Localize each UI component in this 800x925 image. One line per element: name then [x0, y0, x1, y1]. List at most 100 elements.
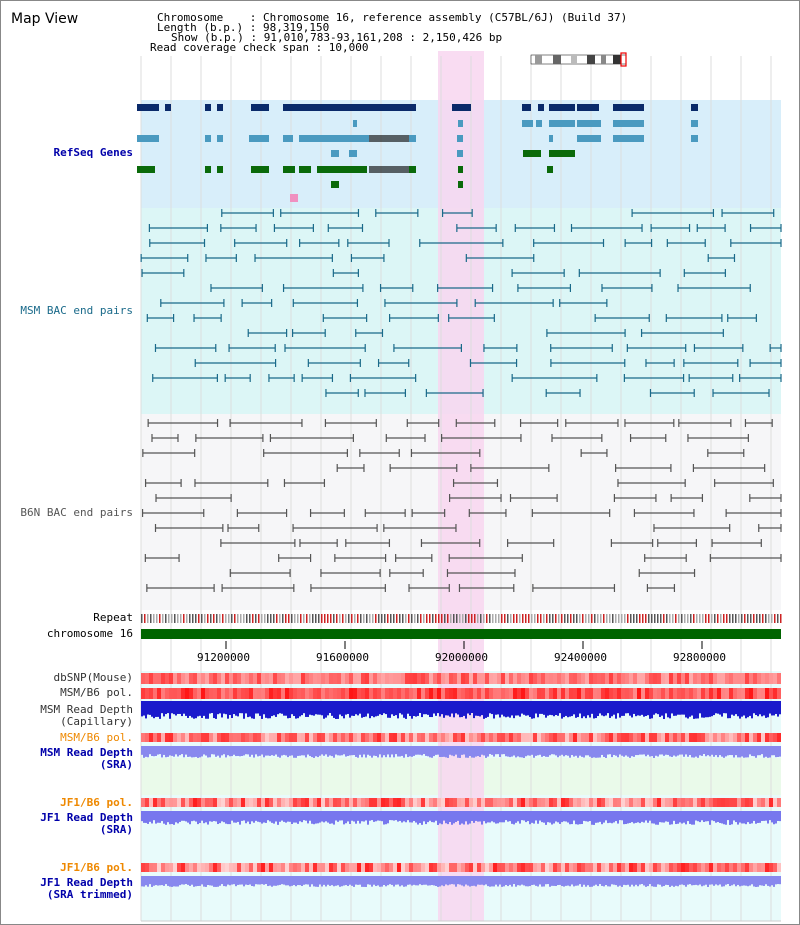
- msm-depth-sra-bar: [379, 746, 381, 755]
- repeat-mark: [207, 614, 209, 623]
- refseq-gene: [217, 104, 223, 111]
- msm-b6-pol-band: [305, 733, 309, 742]
- jf1-depth-trimmed-bar: [709, 876, 711, 885]
- repeat-mark: [672, 614, 674, 623]
- jf1-depth-trimmed-bar: [349, 876, 351, 885]
- msm-depth-capillary-bar: [267, 701, 269, 719]
- jf1-depth-sra-bar: [291, 811, 293, 824]
- jf1-depth-trimmed-bar: [743, 876, 745, 886]
- msm-depth-capillary-bar: [353, 701, 355, 716]
- msm-b6-pol-band: [453, 688, 457, 699]
- jf1-depth-trimmed-bar: [753, 876, 755, 887]
- jf1-b6-pol-band: [533, 863, 537, 872]
- msm-depth-capillary-bar: [521, 701, 523, 714]
- msm-depth-capillary-bar: [583, 701, 585, 717]
- dbsnp-band: [389, 673, 393, 684]
- jf1-b6-pol-band: [357, 863, 361, 872]
- repeat-mark: [327, 614, 329, 623]
- msm-b6-pol-band: [281, 688, 285, 699]
- jf1-b6-pol-band: [413, 863, 417, 872]
- jf1-b6-pol-band: [513, 863, 517, 872]
- msm-b6-pol-band: [261, 688, 265, 699]
- refseq-gene: [283, 135, 293, 142]
- msm-depth-sra-bar: [761, 746, 763, 755]
- msm-depth-sra-bar: [497, 746, 499, 755]
- msm-depth-sra-bar: [431, 746, 433, 758]
- msm-depth-capillary-bar: [545, 701, 547, 718]
- dbsnp-band: [481, 673, 485, 684]
- msm-b6-pol-band: [533, 733, 537, 742]
- msm-depth-capillary-bar: [275, 701, 277, 717]
- jf1-depth-sra-bar: [695, 811, 697, 821]
- jf1-b6-pol-band: [485, 798, 489, 807]
- jf1-depth-sra-bar: [721, 811, 723, 824]
- msm-depth-sra-bar: [487, 746, 489, 757]
- jf1-b6-pol-band: [693, 798, 697, 807]
- ideogram-band: [553, 55, 561, 64]
- msm-b6-pol-band: [605, 688, 609, 699]
- msm-depth-sra-bar: [631, 746, 633, 757]
- msm-depth-capillary-bar: [767, 701, 769, 718]
- jf1-depth-sra-bar: [685, 811, 687, 825]
- msm-depth-sra-bar: [359, 746, 361, 755]
- jf1-b6-pol-band: [377, 863, 381, 872]
- dbsnp-band: [669, 673, 673, 684]
- jf1-depth-sra-bar: [329, 811, 331, 824]
- jf1-b6-pol-band: [297, 863, 301, 872]
- repeat-mark: [432, 614, 434, 623]
- msm-b6-pol-band: [661, 733, 665, 742]
- jf1-b6-pol-band: [313, 863, 317, 872]
- jf1-depth-trimmed-bar: [241, 876, 243, 885]
- msm-depth-sra-bar: [437, 746, 439, 755]
- msm-b6-pol-band: [625, 688, 629, 699]
- repeat-mark: [381, 614, 383, 623]
- jf1-depth-trimmed-bar: [225, 876, 227, 887]
- jf1-depth-trimmed-bar: [591, 876, 593, 887]
- jf1-b6-pol-band: [653, 863, 657, 872]
- msm-b6-pol-band: [337, 733, 341, 742]
- jf1-b6-pol-band: [605, 863, 609, 872]
- refseq-gene: [457, 150, 463, 157]
- dbsnp-band: [497, 673, 501, 684]
- msm-depth-sra-bar: [157, 746, 159, 755]
- jf1-depth-trimmed-bar: [597, 876, 599, 887]
- msm-b6-pol-band: [621, 733, 625, 742]
- refseq-gene: [217, 135, 223, 142]
- msm-depth-sra-bar: [725, 746, 727, 757]
- jf1-b6-pol-band: [221, 798, 225, 807]
- repeat-mark: [492, 614, 494, 623]
- jf1-depth-trimmed-bar: [647, 876, 649, 887]
- jf1-b6-pol-band: [369, 863, 373, 872]
- msm-b6-pol-band: [485, 688, 489, 699]
- msm-depth-capillary-bar: [241, 701, 243, 714]
- msm-depth-capillary-bar: [191, 701, 193, 718]
- jf1-depth-trimmed-bar: [213, 876, 215, 887]
- repeat-mark: [645, 614, 647, 623]
- jf1-b6-pol-band: [177, 798, 181, 807]
- jf1-depth-sra-bar: [379, 811, 381, 821]
- msm-depth-sra-bar: [517, 746, 519, 757]
- refseq-gene: [458, 181, 463, 188]
- msm-b6-pol-band: [445, 688, 449, 699]
- msm-b6-pol-band: [317, 733, 321, 742]
- msm-b6-pol-band: [649, 733, 653, 742]
- dbsnp-band: [665, 673, 669, 684]
- repeat-mark: [609, 614, 611, 623]
- msm-depth-sra-bar: [287, 746, 289, 758]
- refseq-gene: [549, 104, 575, 111]
- msm-depth-capillary-bar: [681, 701, 683, 715]
- jf1-b6-pol-band: [745, 863, 749, 872]
- jf1-b6-pol-band: [261, 798, 265, 807]
- msm-depth-sra-bar: [233, 746, 235, 755]
- dbsnp-band: [377, 673, 381, 684]
- repeat-mark: [222, 614, 224, 623]
- repeat-mark: [150, 614, 152, 623]
- jf1-depth-trimmed-bar: [329, 876, 331, 886]
- repeat-mark: [168, 614, 170, 623]
- jf1-depth-trimmed-bar: [295, 876, 297, 887]
- msm-depth-sra-bar: [317, 746, 319, 758]
- dbsnp-band: [525, 673, 529, 684]
- msm-b6-pol-band: [681, 733, 685, 742]
- msm-depth-capillary-bar: [665, 701, 667, 714]
